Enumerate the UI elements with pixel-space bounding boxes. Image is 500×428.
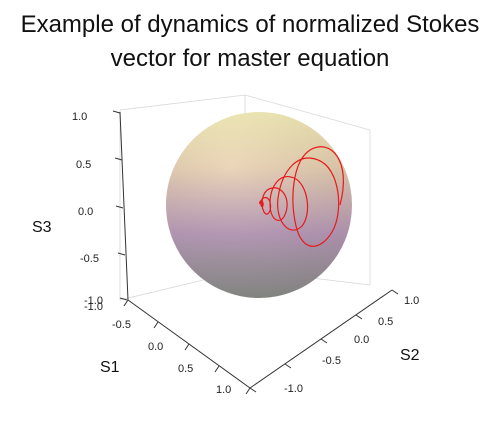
chart-title: Example of dynamics of normalized Stokes… — [0, 8, 500, 76]
chart-title-line2: vector for master equation — [110, 45, 390, 72]
sphere-shading — [166, 112, 352, 298]
s3-tick-1.0: 1.0 — [72, 111, 87, 123]
s1-tick--1.0: -1.0 — [84, 301, 103, 313]
s1-tick-0.5: 0.5 — [178, 363, 193, 375]
chart-title-line1: Example of dynamics of normalized Stokes — [20, 11, 480, 38]
s3-tick-0.5: 0.5 — [76, 159, 91, 171]
s2-tick-0.5: 0.5 — [378, 316, 393, 328]
s1-axis — [123, 299, 251, 395]
s2-tick--1.0: -1.0 — [284, 383, 303, 395]
s2-tick-0.0: 0.0 — [354, 334, 369, 346]
trajectory-curve — [259, 146, 344, 247]
s3-axis-label: S3 — [32, 219, 52, 236]
s3-tick-0.0: 0.0 — [78, 206, 93, 218]
s2-axis-label: S2 — [400, 347, 420, 364]
s1-axis-label: S1 — [100, 359, 120, 376]
s2-tick--0.5: -0.5 — [322, 355, 341, 367]
s3-tick--0.5: -0.5 — [80, 253, 99, 265]
s1-tick-1.0: 1.0 — [216, 384, 231, 396]
s3-axis — [112, 110, 129, 301]
s1-tick-0.0: 0.0 — [148, 341, 163, 353]
s2-tick-1.0: 1.0 — [404, 295, 419, 307]
s3-tick--1.0: -1.0 — [84, 295, 103, 307]
s1-tick--0.5: -0.5 — [112, 319, 131, 331]
s2-axis — [249, 289, 399, 393]
